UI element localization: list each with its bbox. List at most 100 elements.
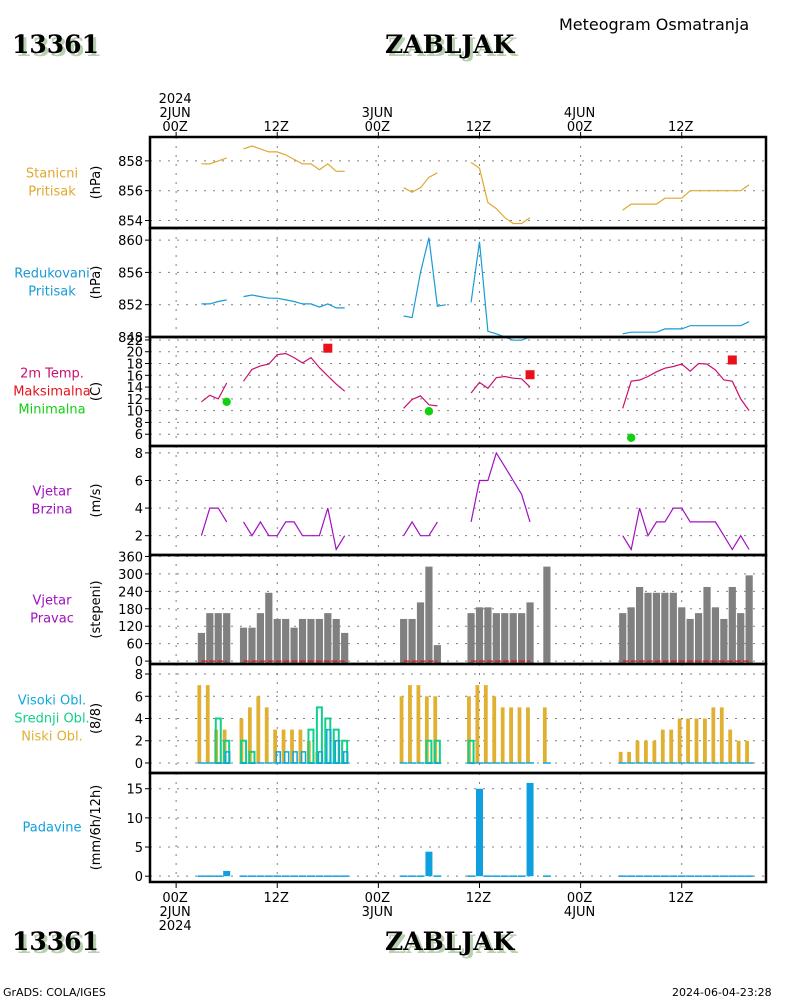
mid-cloud-bar: [214, 717, 222, 764]
series-line-2m-temp-: [622, 362, 750, 411]
wind-direction-bar: [686, 618, 694, 664]
y-axis-label: (C): [89, 382, 104, 401]
low-cloud-bar: [686, 718, 690, 763]
y-tick-label: 18: [126, 358, 143, 373]
wind-direction-bar: [711, 607, 720, 664]
low-cloud-bar: [745, 740, 749, 763]
low-cloud-bar: [256, 696, 261, 763]
y-tick-label: 860: [118, 234, 143, 249]
series-line-vjetar-brzina: [200, 507, 228, 536]
wind-direction-bar: [416, 602, 425, 664]
low-cloud-bar: [635, 740, 640, 763]
y-tick-label: 12: [126, 393, 143, 408]
tmin-marker: [626, 433, 636, 442]
wind-direction-bar: [694, 613, 703, 664]
series-line-stanicni-pritisak: [470, 161, 531, 225]
wind-direction-bar: [425, 566, 433, 664]
wind-direction-bar: [669, 592, 677, 664]
y-tick-label: 848: [118, 331, 143, 346]
panel-label: Pritisak: [28, 285, 76, 300]
x-tick-label-bottom: 12Z: [264, 891, 290, 906]
wind-direction-bar: [256, 613, 264, 664]
footer-station-id-shadow: 13361: [15, 930, 102, 959]
wind-direction-bar: [635, 586, 644, 664]
y-tick-label: 8: [135, 416, 143, 431]
y-tick-label: 0: [135, 655, 143, 670]
x-tick-label-top: 00Z: [162, 120, 188, 135]
low-cloud-bar: [500, 707, 505, 763]
x-tick-label-bottom: 2JUN: [159, 905, 190, 920]
series-line-redukovani-pritisak: [403, 237, 446, 319]
chart-subtitle: Meteogram Osmatranja: [559, 15, 749, 34]
footer-station-id: 13361: [12, 927, 99, 956]
low-cloud-bar: [197, 685, 202, 763]
panel-label: Vjetar: [33, 485, 73, 500]
wind-direction-bar: [644, 592, 652, 664]
tmin-marker: [222, 397, 231, 407]
panel-label: Redukovani: [14, 267, 89, 282]
panel-frame: [148, 226, 768, 339]
wind-direction-bar: [728, 586, 736, 664]
wind-direction-bar: [332, 618, 340, 664]
y-tick-label: 856: [118, 185, 143, 200]
wind-direction-bar: [282, 618, 290, 664]
low-cloud-bar: [736, 740, 741, 763]
footer-station-name-shadow: ZABLJAK: [388, 930, 519, 959]
low-cloud-bar: [669, 729, 674, 763]
wind-direction-bar: [509, 613, 517, 664]
series-line-redukovani-pritisak: [201, 299, 227, 305]
low-cloud-bar: [660, 729, 665, 763]
series-line-stanicni-pritisak: [201, 157, 227, 165]
x-tick-label-top: 2JUN: [159, 106, 190, 121]
wind-direction-bar: [341, 632, 349, 664]
panel-clouds: 0 2 4 6 8 Visoki Obl. Srednji Obl. Niski Obl. (8…: [14, 662, 768, 775]
panel-label: Padavine: [23, 821, 82, 836]
low-cloud-bar: [526, 707, 530, 763]
x-tick-label-top: 12Z: [668, 120, 694, 135]
wind-direction-bar: [501, 613, 509, 664]
precip-bar: [425, 851, 433, 877]
high-cloud-bar: [224, 751, 231, 764]
mid-cloud-bar: [467, 739, 475, 764]
low-cloud-bar: [273, 729, 278, 763]
wind-direction-bar: [273, 618, 281, 664]
low-cloud-bar: [711, 707, 716, 763]
low-cloud-bar: [618, 751, 623, 763]
x-tick-label-bottom: 12Z: [668, 891, 694, 906]
y-axis-label: (m/s): [89, 484, 104, 518]
wind-direction-bar: [197, 632, 206, 664]
low-cloud-bar: [205, 685, 210, 763]
panel-station-pressure: 854 856 858 Stanicni Pritisak (hPa): [26, 135, 768, 230]
x-tick-label-top: 2024: [159, 92, 192, 107]
y-axis-label: (stepeni): [89, 580, 104, 638]
wind-direction-bar: [307, 618, 315, 664]
wind-direction-bar: [619, 613, 627, 664]
x-tick-label-bottom: 4JUN: [564, 905, 595, 920]
wind-direction-bar: [627, 607, 635, 664]
panel-label: 2m Temp.: [20, 367, 84, 382]
panel-label: Niski Obl.: [21, 730, 83, 745]
low-cloud-bar: [483, 685, 488, 763]
y-tick-label: 6: [135, 690, 143, 705]
precip-bar: [223, 870, 231, 877]
panel-wind-direction: 0 60 120 180 240 300 360 Vjetar Pravac (stepeni): [30, 550, 768, 670]
wind-direction-bar: [475, 607, 484, 664]
low-cloud-bar: [433, 696, 438, 763]
series-line-redukovani-pritisak: [243, 294, 345, 309]
y-tick-label: 4: [135, 713, 143, 728]
precip-bar: [475, 788, 483, 877]
mid-cloud-bar: [248, 750, 256, 764]
panel-reduced-pressure: 848 852 856 860 Redukovani Pritisak (hPa): [14, 226, 768, 346]
low-cloud-bar: [694, 718, 699, 763]
station-id: 13361: [12, 30, 99, 59]
low-cloud-bar: [719, 707, 724, 763]
y-axis-label: (hPa): [89, 166, 104, 200]
low-cloud-bar: [475, 685, 480, 763]
mid-cloud-bar: [433, 739, 441, 764]
wind-direction-bar: [652, 592, 661, 664]
panel-frame: [148, 135, 768, 230]
panel-frame: [148, 444, 768, 557]
x-tick-label-bottom: 00Z: [365, 891, 391, 906]
series-line-vjetar-brzina: [242, 507, 346, 552]
